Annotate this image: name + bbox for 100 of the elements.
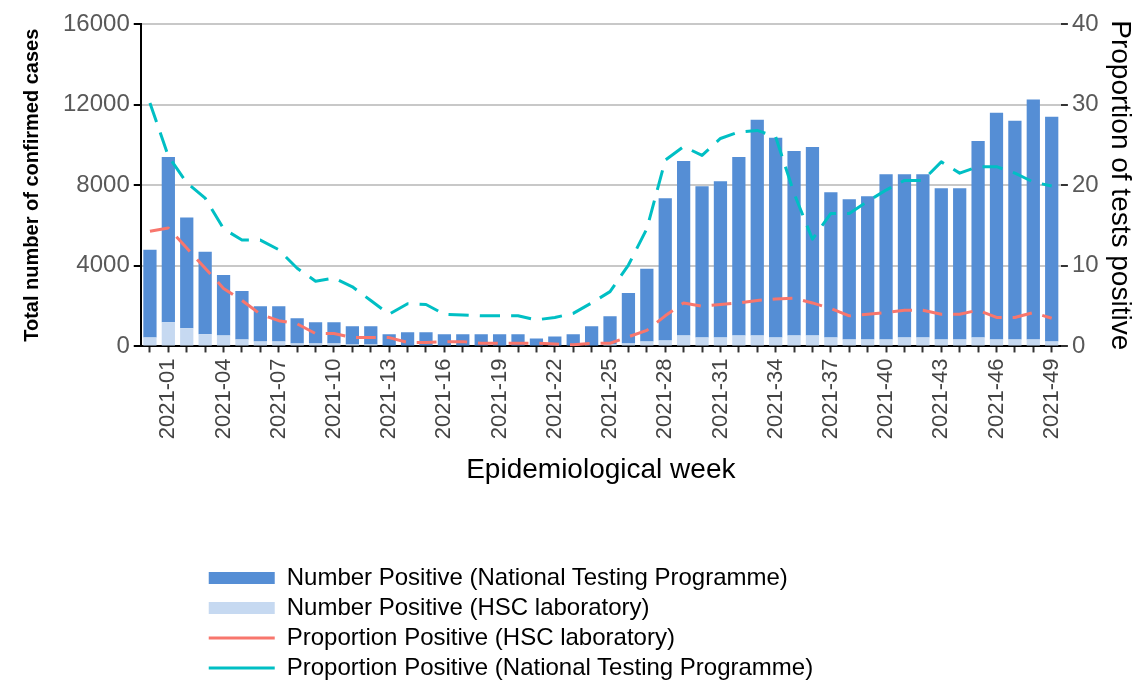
y-tick-label: 0 <box>116 331 130 359</box>
bar <box>1008 120 1022 340</box>
bar <box>787 150 801 336</box>
bar <box>732 335 746 346</box>
bar <box>143 249 157 338</box>
bar <box>750 119 764 336</box>
bar <box>934 188 948 340</box>
bar <box>861 196 875 340</box>
bar <box>400 332 415 346</box>
y-tick-label: 16000 <box>62 8 130 36</box>
bar <box>971 140 985 338</box>
x-tick-label: 2021-49 <box>1037 358 1063 440</box>
bar <box>161 157 175 323</box>
bar <box>1008 339 1022 346</box>
x-tick-label: 2021-04 <box>209 358 235 440</box>
bar <box>1045 116 1059 342</box>
x-tick-label: 2021-40 <box>872 358 898 440</box>
y2-axis-title: Proportion of tests positive <box>1105 20 1137 351</box>
y-axis-title: Total number of confirmed cases <box>19 28 42 342</box>
bar <box>143 337 157 346</box>
bar <box>897 174 912 338</box>
bar <box>934 339 948 346</box>
legend-label: Number Positive (HSC laboratory) <box>286 592 650 620</box>
bar <box>161 322 175 346</box>
y2-tick-label: 20 <box>1071 169 1099 197</box>
x-tick-label: 2021-10 <box>320 358 346 440</box>
bar <box>695 186 709 338</box>
bar <box>769 337 783 346</box>
bar <box>769 137 783 338</box>
bar <box>253 306 267 342</box>
x-tick-label: 2021-13 <box>375 358 401 440</box>
y-tick-label: 12000 <box>62 89 130 117</box>
bar <box>345 326 359 345</box>
bar <box>235 291 249 340</box>
bar <box>879 174 893 340</box>
bar <box>658 340 672 346</box>
bar <box>750 335 764 346</box>
bar <box>677 161 691 336</box>
bar <box>621 293 636 344</box>
bar <box>437 334 452 346</box>
y2-tick-label: 40 <box>1071 8 1099 36</box>
bar <box>916 337 930 346</box>
x-tick-label: 2021-43 <box>927 358 953 440</box>
x-tick-label: 2021-34 <box>761 358 787 440</box>
bar <box>861 339 875 346</box>
x-tick-label: 2021-28 <box>651 358 677 440</box>
bar <box>658 198 672 341</box>
bar <box>640 268 654 342</box>
line-series <box>148 226 1054 347</box>
bar <box>824 337 838 346</box>
bar <box>308 322 323 344</box>
bar <box>713 181 728 338</box>
bar <box>308 343 323 346</box>
x-tick-label: 2021-16 <box>430 358 456 440</box>
bar <box>842 339 856 346</box>
y-tick-label: 4000 <box>76 250 130 278</box>
line-series <box>148 101 1054 322</box>
x-tick-label: 2021-01 <box>154 358 180 440</box>
bar <box>290 343 304 346</box>
bar <box>953 339 967 346</box>
bar <box>971 337 985 346</box>
x-tick-label: 2021-31 <box>706 358 732 440</box>
bar <box>695 337 709 346</box>
x-tick-label: 2021-07 <box>264 358 290 440</box>
bar <box>787 335 801 346</box>
bar <box>327 343 341 346</box>
bar <box>585 326 599 346</box>
legend-label: Number Positive (National Testing Programme) <box>286 562 788 590</box>
bar <box>621 343 636 346</box>
bar <box>953 188 967 340</box>
bar <box>916 174 930 338</box>
bar <box>290 318 304 344</box>
y2-tick-label: 30 <box>1071 89 1099 117</box>
bar <box>805 335 820 346</box>
x-tick-label: 2021-22 <box>540 358 566 440</box>
bar <box>805 146 820 336</box>
bar <box>1026 99 1040 340</box>
bar <box>180 217 194 329</box>
x-tick-label: 2021-19 <box>485 358 511 440</box>
bar <box>989 339 1004 346</box>
x-axis-title: Epidemiological week <box>466 453 737 485</box>
bar <box>216 335 231 346</box>
bar <box>989 112 1004 340</box>
bar <box>842 199 856 340</box>
bar <box>272 341 286 346</box>
x-tick-label: 2021-46 <box>982 358 1008 440</box>
bar <box>253 341 267 346</box>
bar <box>677 335 691 346</box>
bar <box>713 337 728 346</box>
bar <box>180 328 194 346</box>
y-tick-label: 8000 <box>76 169 130 197</box>
bar <box>640 341 654 346</box>
bar <box>235 339 249 346</box>
bar <box>198 334 212 346</box>
bar <box>732 157 746 336</box>
x-tick-label: 2021-37 <box>816 358 842 440</box>
bar <box>1026 339 1040 346</box>
bar <box>879 339 893 346</box>
bar <box>1045 341 1059 346</box>
y2-tick-label: 10 <box>1071 250 1099 278</box>
